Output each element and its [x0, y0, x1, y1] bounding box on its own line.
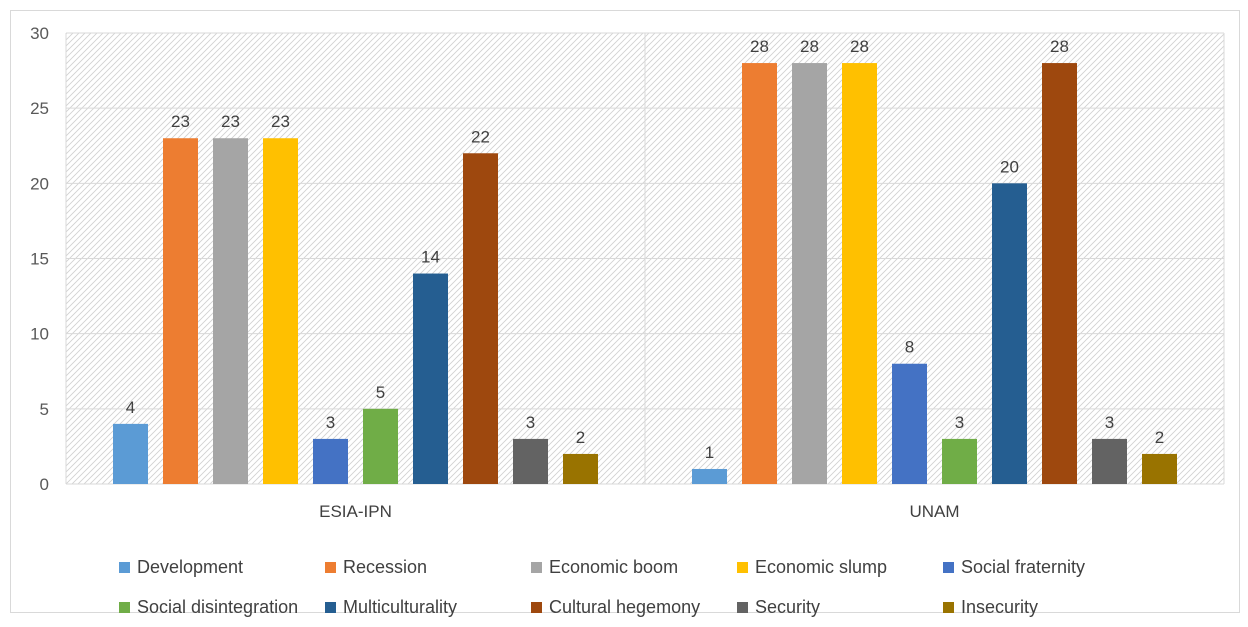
bar — [313, 438, 348, 484]
legend-label: Social fraternity — [961, 556, 1086, 577]
y-tick-label: 20 — [30, 174, 49, 193]
legend-item: Social disintegration — [119, 597, 325, 618]
data-label: 14 — [421, 248, 440, 267]
legend-label: Economic boom — [549, 556, 679, 577]
bar — [892, 363, 927, 484]
legend-item: Economic boom — [531, 557, 737, 578]
legend-swatch — [943, 561, 954, 573]
bar — [563, 453, 598, 484]
legend-label: Multiculturality — [343, 596, 458, 617]
data-label: 23 — [271, 112, 290, 131]
legend-item: Cultural hegemony — [531, 597, 737, 618]
y-tick-label: 0 — [40, 475, 49, 494]
data-label: 2 — [576, 428, 585, 447]
bar — [842, 63, 877, 485]
legend-swatch — [119, 561, 130, 573]
bar — [942, 438, 977, 484]
data-label: 4 — [126, 398, 135, 417]
legend-label: Development — [137, 556, 244, 577]
legend-swatch — [737, 601, 748, 613]
chart-frame: 0 5 10 15 20 25 30 4 23 23 23 3 5 14 22 3 2 ESIA-IPN 1 28 28… — [10, 10, 1240, 617]
legend-label: Security — [755, 596, 821, 617]
bar — [413, 273, 448, 484]
bar — [363, 408, 398, 484]
data-label: 8 — [905, 338, 914, 357]
legend-swatch — [531, 561, 542, 573]
legend-label: Economic slump — [755, 556, 888, 577]
legend-label: Cultural hegemony — [549, 596, 701, 617]
legend-item: Multiculturality — [325, 597, 531, 618]
bar — [113, 423, 148, 484]
category-label: UNAM — [909, 502, 959, 521]
bar — [1142, 453, 1177, 484]
legend-label: Social disintegration — [137, 596, 299, 617]
data-label: 28 — [800, 37, 819, 56]
legend-swatch — [531, 601, 542, 613]
legend-row: Social disintegration Multiculturality Cul… — [119, 587, 1149, 627]
legend-swatch — [737, 561, 748, 573]
data-label: 23 — [221, 112, 240, 131]
category-label: ESIA-IPN — [319, 502, 392, 521]
data-label: 20 — [1000, 157, 1019, 176]
data-label: 3 — [1105, 413, 1114, 432]
bar — [1042, 63, 1077, 485]
y-tick-label: 25 — [30, 99, 49, 118]
bar — [992, 183, 1027, 485]
legend-item: Social fraternity — [943, 557, 1149, 578]
data-label: 23 — [171, 112, 190, 131]
bar — [1092, 438, 1127, 484]
legend-row: Development Recession Economic boom Economi… — [119, 547, 1149, 587]
legend-swatch — [943, 601, 954, 613]
bar — [163, 138, 198, 484]
bar — [792, 63, 827, 485]
bar — [692, 468, 727, 484]
legend-swatch — [325, 601, 336, 613]
data-label: 3 — [955, 413, 964, 432]
bar — [263, 138, 298, 484]
legend-item: Insecurity — [943, 597, 1149, 618]
bar — [463, 153, 498, 484]
data-label: 28 — [850, 37, 869, 56]
legend-item: Security — [737, 597, 943, 618]
legend-label: Insecurity — [961, 596, 1039, 617]
data-label: 3 — [326, 413, 335, 432]
legend: Development Recession Economic boom Economi… — [119, 547, 1149, 627]
y-tick-label: 10 — [30, 325, 49, 344]
y-tick-label: 15 — [30, 250, 49, 269]
data-label: 28 — [1050, 37, 1069, 56]
data-label: 2 — [1155, 428, 1164, 447]
legend-item: Economic slump — [737, 557, 943, 578]
data-label: 1 — [705, 443, 714, 462]
bar — [742, 63, 777, 485]
data-label: 3 — [526, 413, 535, 432]
legend-item: Development — [119, 557, 325, 578]
legend-swatch — [325, 561, 336, 573]
bar — [513, 438, 548, 484]
legend-item: Recession — [325, 557, 531, 578]
data-label: 5 — [376, 383, 385, 402]
data-label: 22 — [471, 127, 490, 146]
y-tick-label: 5 — [40, 400, 49, 419]
data-label: 28 — [750, 37, 769, 56]
y-tick-label: 30 — [30, 24, 49, 43]
bar — [213, 138, 248, 484]
legend-swatch — [119, 601, 130, 613]
legend-label: Recession — [343, 556, 428, 577]
